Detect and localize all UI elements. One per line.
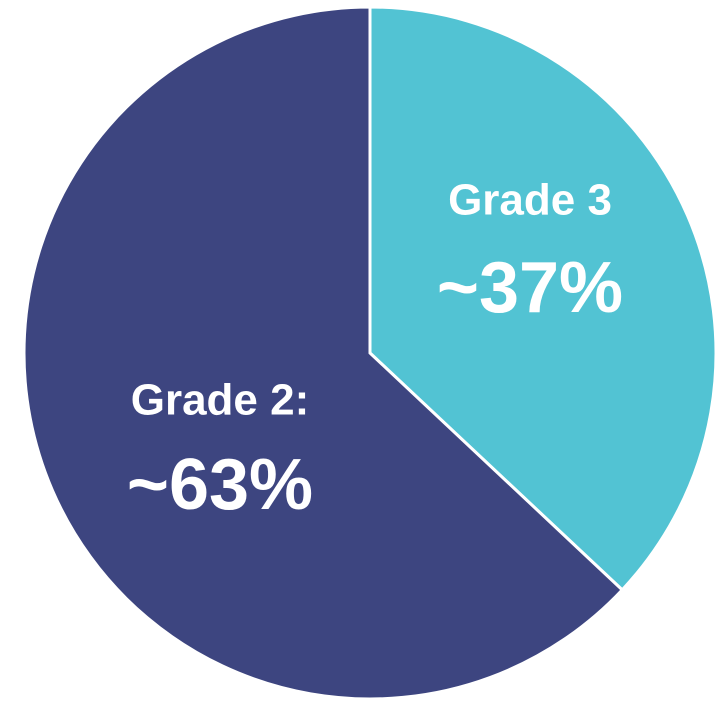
slice-value-label: ~37% (437, 248, 623, 328)
slice-name: Grade 2: (131, 376, 310, 425)
pie-slice (368, 5, 717, 592)
slice-name: Grade 3 (448, 176, 612, 225)
slice-value-label: ~63% (127, 445, 313, 525)
pie-slice (22, 5, 625, 701)
